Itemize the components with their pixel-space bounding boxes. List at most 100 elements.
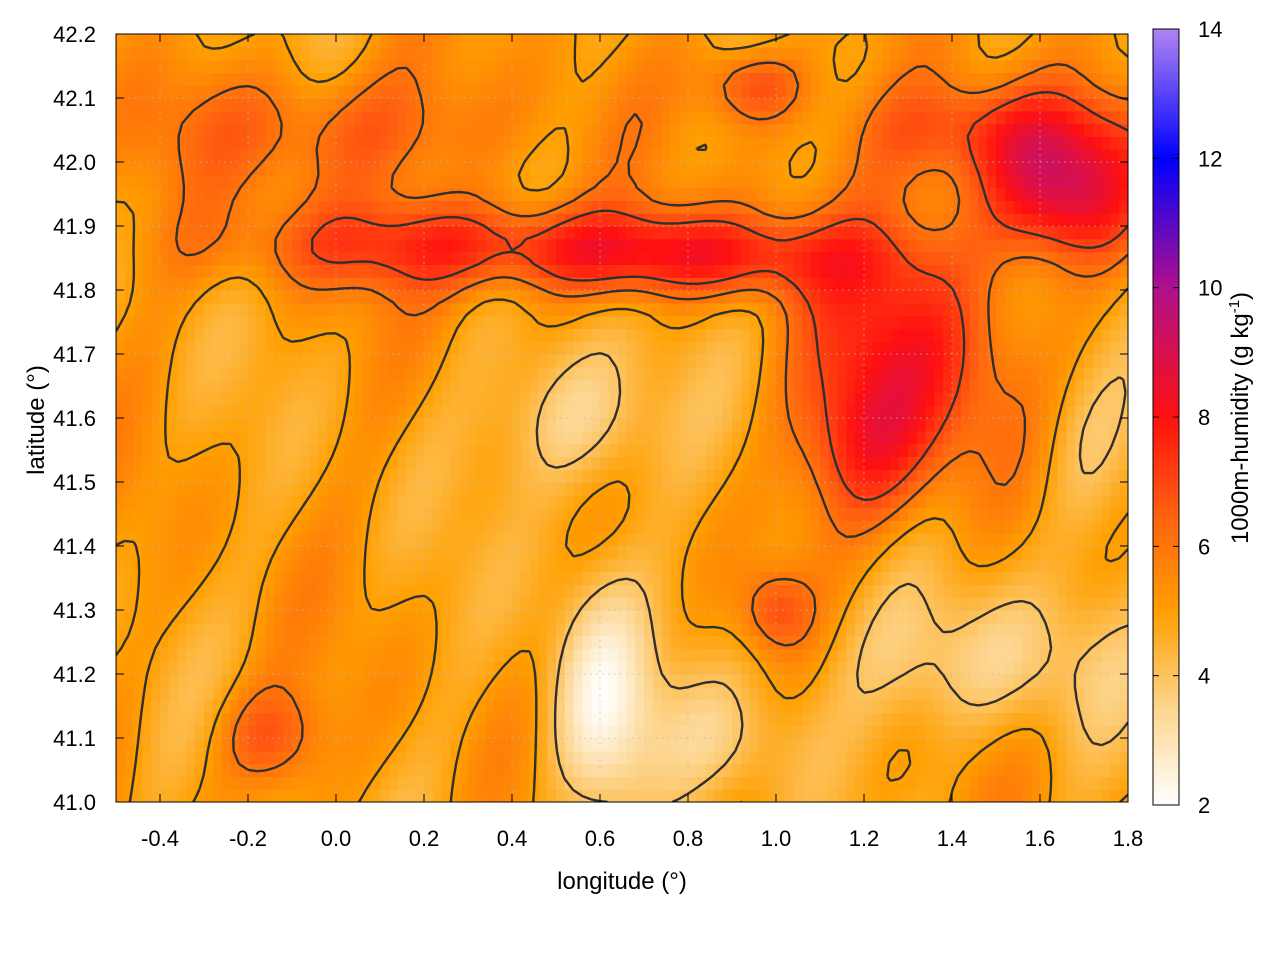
heatmap-cell [256, 341, 267, 355]
heatmap-cell [265, 597, 275, 611]
heatmap-cell [1031, 328, 1041, 342]
heatmap-cell [723, 558, 733, 573]
heatmap-cell [520, 597, 531, 611]
heatmap-cell [195, 302, 205, 317]
heatmap-cell [177, 661, 187, 675]
heatmap-cell [925, 546, 935, 560]
heatmap-cell [309, 354, 319, 368]
heatmap-cell [837, 430, 847, 445]
heatmap-cell [916, 494, 927, 509]
heatmap-cell [362, 366, 372, 381]
heatmap-cell [371, 763, 381, 777]
heatmap-cell [415, 238, 425, 253]
heatmap-cell [503, 366, 513, 381]
heatmap-cell [670, 686, 680, 701]
heatmap-cell [864, 597, 874, 611]
heatmap-cell [1057, 482, 1067, 496]
heatmap-cell [996, 597, 1006, 611]
heatmap-cell [688, 494, 698, 509]
heatmap-cell [547, 251, 557, 265]
heatmap-cell [1101, 738, 1111, 752]
heatmap-cell [485, 469, 495, 483]
heatmap-cell [1004, 610, 1015, 624]
heatmap-cell [890, 546, 900, 560]
heatmap-cell [327, 392, 337, 406]
heatmap-cell [670, 328, 680, 342]
heatmap-cell [160, 482, 170, 496]
heatmap-cell [960, 558, 971, 573]
heatmap-cell [415, 571, 425, 585]
heatmap-cell [925, 379, 935, 393]
heatmap-cell [1092, 456, 1103, 470]
heatmap-cell [696, 251, 707, 265]
heatmap-cell [1013, 622, 1023, 637]
heatmap-cell [837, 725, 847, 739]
heatmap-cell [450, 354, 460, 368]
heatmap-cell [987, 290, 997, 304]
heatmap-cell [468, 482, 478, 496]
heatmap-cell [749, 366, 759, 381]
heatmap-cell [1040, 571, 1050, 585]
heatmap-cell [344, 392, 355, 406]
heatmap-cell [432, 699, 443, 713]
heatmap-cell [846, 571, 856, 585]
heatmap-cell [740, 776, 751, 790]
heatmap-cell [1075, 354, 1085, 368]
heatmap-cell [415, 738, 425, 752]
heatmap-cell [943, 686, 953, 701]
heatmap-cell [1119, 443, 1128, 457]
heatmap-cell [529, 341, 539, 355]
heatmap-cell [1084, 674, 1094, 688]
heatmap-cell [969, 763, 979, 777]
heatmap-cell [740, 546, 751, 560]
heatmap-cell [344, 763, 355, 777]
heatmap-cell [1022, 635, 1032, 649]
heatmap-cell [547, 366, 557, 381]
heatmap-cell [292, 277, 302, 291]
heatmap-cell [485, 290, 495, 304]
heatmap-cell [564, 507, 575, 521]
heatmap-cell [415, 546, 425, 560]
heatmap-cell [600, 494, 610, 509]
heatmap-cell [459, 584, 469, 598]
heatmap-cell [820, 674, 830, 688]
heatmap-cell [802, 264, 812, 278]
heatmap-cell [380, 750, 390, 765]
heatmap-cell [846, 750, 856, 765]
heatmap-cell [124, 789, 135, 802]
heatmap-cell [476, 405, 487, 419]
heatmap-cell [644, 418, 654, 432]
heatmap-cell [388, 392, 399, 406]
heatmap-cell [388, 571, 399, 585]
heatmap-cell [503, 776, 513, 790]
heatmap-cell [811, 648, 821, 662]
heatmap-cell [732, 341, 742, 355]
heatmap-cell [890, 725, 900, 739]
heatmap-cell [934, 443, 944, 457]
heatmap-cell [1031, 405, 1041, 419]
heatmap-cell [952, 456, 962, 470]
heatmap-cell [520, 725, 531, 739]
heatmap-cell [1119, 430, 1128, 445]
heatmap-cell [380, 622, 390, 637]
heatmap-cell [344, 469, 355, 483]
heatmap-cell [1075, 251, 1085, 265]
heatmap-cell [230, 328, 240, 342]
heatmap-cell [987, 699, 997, 713]
heatmap-cell [1048, 379, 1059, 393]
heatmap-cell [679, 610, 689, 624]
heatmap-cell [494, 533, 504, 547]
heatmap-cell [855, 635, 865, 649]
heatmap-cell [837, 546, 847, 560]
heatmap-cell [529, 610, 539, 624]
heatmap-cell [1092, 776, 1103, 790]
heatmap-cell [547, 264, 557, 278]
heatmap-cell [837, 469, 847, 483]
heatmap-cell [582, 405, 592, 419]
heatmap-cell [388, 622, 399, 637]
heatmap-cell [1092, 789, 1103, 802]
heatmap-cell [160, 558, 170, 573]
heatmap-cell [195, 238, 205, 253]
heatmap-cell [283, 482, 293, 496]
heatmap-cell [344, 302, 355, 317]
